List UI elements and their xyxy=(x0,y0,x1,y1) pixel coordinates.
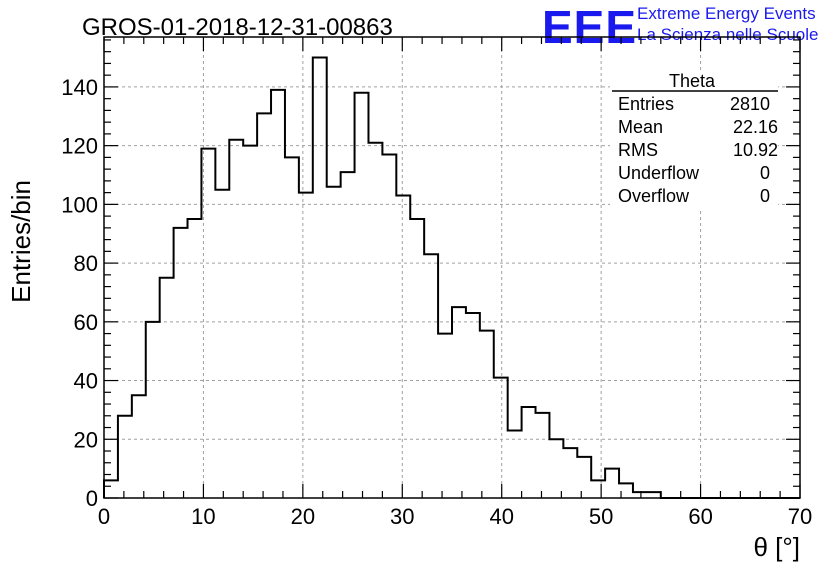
stats-label: Mean xyxy=(618,117,663,137)
x-tick-label: 0 xyxy=(98,504,110,529)
logo-line2: La Scienza nelle Scuole xyxy=(637,25,818,44)
x-tick-label: 30 xyxy=(390,504,414,529)
x-tick-label: 50 xyxy=(589,504,613,529)
x-tick-label: 60 xyxy=(688,504,712,529)
logo-mark: EEE xyxy=(542,1,637,53)
stats-label: Underflow xyxy=(618,163,700,183)
y-axis-label: Entries/bin xyxy=(6,180,36,303)
y-tick-label: 40 xyxy=(74,369,98,394)
stats-label: RMS xyxy=(618,140,658,160)
stats-box-background xyxy=(610,72,778,208)
x-tick-label: 20 xyxy=(291,504,315,529)
stats-label: Entries xyxy=(618,94,674,114)
x-tick-label: 70 xyxy=(788,504,812,529)
y-tick-label: 0 xyxy=(86,486,98,511)
y-tick-label: 140 xyxy=(61,75,98,100)
stats-label: Overflow xyxy=(618,186,690,206)
stats-value: 0 xyxy=(760,186,770,206)
y-tick-label: 60 xyxy=(74,310,98,335)
x-axis-label: θ [°] xyxy=(753,532,800,562)
axis-ticks xyxy=(103,37,801,499)
stats-value: 2810 xyxy=(730,94,770,114)
histogram-line xyxy=(103,56,800,499)
eee-logo: EEE Extreme Energy Events La Scienza nel… xyxy=(542,1,818,53)
plot-frame xyxy=(103,36,801,499)
x-tick-label: 10 xyxy=(191,504,215,529)
y-tick-label: 80 xyxy=(74,251,98,276)
stats-box: Theta Entries 2810 Mean 22.16 RMS 10.92 … xyxy=(610,71,778,208)
axis-tick-labels: 0 10 20 30 40 50 60 70 0 20 40 60 80 100 120 140 xyxy=(61,75,812,529)
stats-value: 22.16 xyxy=(733,117,778,137)
y-tick-label: 120 xyxy=(61,134,98,159)
y-tick-label: 100 xyxy=(61,192,98,217)
stats-value: 10.92 xyxy=(733,140,778,160)
y-tick-label: 20 xyxy=(74,427,98,452)
x-tick-label: 40 xyxy=(489,504,513,529)
stats-value: 0 xyxy=(760,163,770,183)
stats-title: Theta xyxy=(669,71,716,91)
logo-line1: Extreme Energy Events xyxy=(637,4,816,23)
